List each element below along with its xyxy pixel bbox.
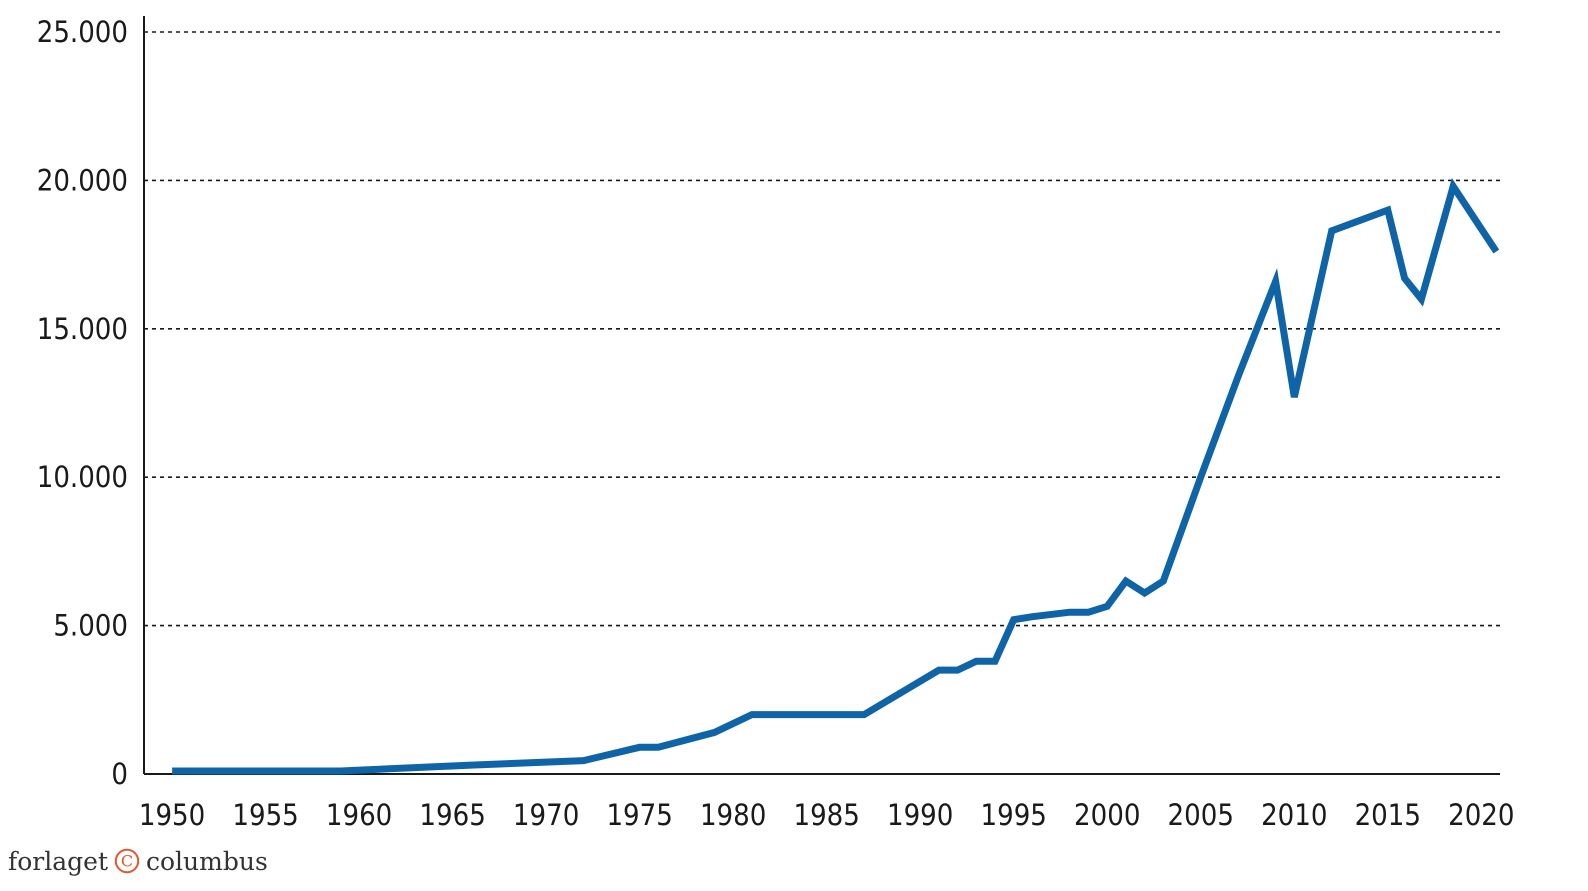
y-tick-label: 5.000 bbox=[53, 609, 128, 643]
x-tick-label: 1980 bbox=[700, 798, 766, 832]
tick-labels: 0 5.000 10.000 15.000 20.000 25.000 1950 1955 19… bbox=[37, 15, 1515, 832]
x-tick-label: 2020 bbox=[1448, 798, 1514, 832]
axes bbox=[143, 16, 1500, 775]
x-tick-label: 1995 bbox=[981, 798, 1047, 832]
x-tick-label: 1960 bbox=[326, 798, 392, 832]
x-tick-label: 1965 bbox=[419, 798, 485, 832]
x-tick-label: 2005 bbox=[1168, 798, 1234, 832]
series bbox=[172, 177, 1500, 775]
x-tick-label: 1950 bbox=[139, 798, 205, 832]
gridlines bbox=[144, 31, 1500, 627]
copyright-circle-c-icon: C bbox=[114, 848, 140, 874]
series-line bbox=[172, 177, 1500, 775]
brand-right-text: columbus bbox=[146, 846, 268, 876]
y-tick-label: 15.000 bbox=[37, 312, 128, 346]
x-tick-label: 1990 bbox=[887, 798, 953, 832]
x-tick-label: 1955 bbox=[232, 798, 298, 832]
brand-left-text: forlaget bbox=[8, 846, 108, 876]
x-tick-label: 1975 bbox=[606, 798, 672, 832]
y-tick-label: 10.000 bbox=[37, 460, 128, 494]
y-tick-label: 20.000 bbox=[37, 163, 128, 197]
y-tick-label: 25.000 bbox=[37, 15, 128, 49]
brand-mark-letter: C bbox=[121, 852, 133, 871]
y-tick-label: 0 bbox=[111, 757, 128, 791]
x-tick-label: 2010 bbox=[1261, 798, 1327, 832]
publisher-logo: forlaget C columbus bbox=[8, 843, 268, 879]
x-tick-label: 1985 bbox=[793, 798, 859, 832]
x-tick-label: 1970 bbox=[513, 798, 579, 832]
x-tick-label: 2015 bbox=[1355, 798, 1421, 832]
x-tick-label: 2000 bbox=[1074, 798, 1140, 832]
